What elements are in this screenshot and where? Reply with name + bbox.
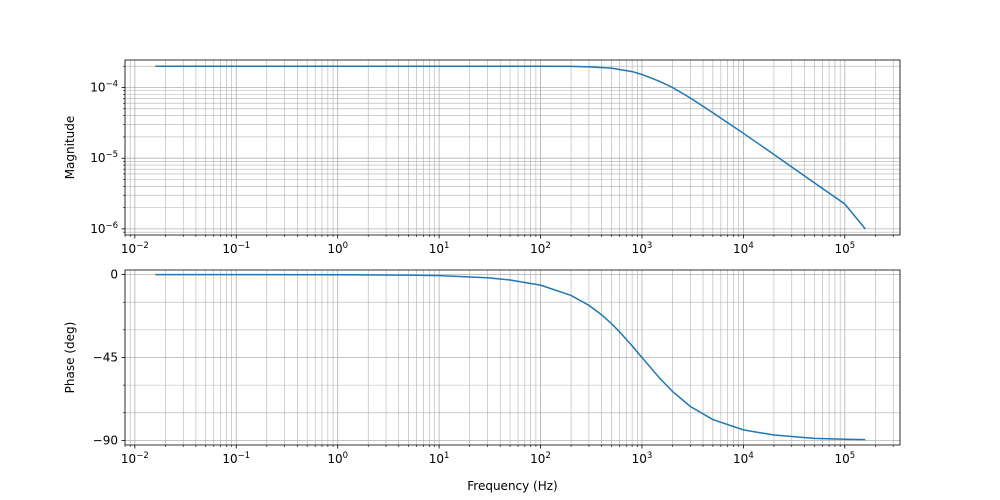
x-tick-mantissa: 10 <box>834 242 849 256</box>
x-tick-label: 100 <box>327 451 348 466</box>
y-tick-mantissa: 10 <box>90 151 105 165</box>
x-tick-mantissa: 10 <box>121 242 136 256</box>
x-tick-exponent: −2 <box>136 241 149 251</box>
magnitude-series-line <box>155 65 866 230</box>
phase-series-line <box>155 273 866 441</box>
y-tick-exponent: −6 <box>105 221 118 231</box>
magnitude-panel: 10−2 10−1 100 101 102 103 104 10510−610−510−4Ma… <box>63 59 901 256</box>
y-tick-exponent: −5 <box>105 150 118 160</box>
y-tick-labels: 10−610−510−4 <box>90 80 118 236</box>
y-tick-mantissa: 10 <box>90 81 105 95</box>
x-tick-labels: 10−2 10−1 100 101 102 103 104 105 <box>121 451 855 466</box>
x-tick-mantissa: 10 <box>429 242 444 256</box>
y-tick-label: −45 <box>93 351 118 365</box>
y-tick-exponent: −4 <box>105 80 118 90</box>
x-tick-label: 104 <box>733 241 754 256</box>
y-axis-label: Magnitude <box>63 116 77 180</box>
x-tick-exponent: 2 <box>545 451 550 461</box>
grid-lines <box>124 270 900 445</box>
x-tick-exponent: 3 <box>647 451 652 461</box>
y-tick-label: 10−6 <box>90 221 118 236</box>
grid-lines <box>124 60 900 235</box>
x-tick-exponent: 0 <box>343 451 348 461</box>
x-tick-exponent: 2 <box>545 241 550 251</box>
x-tick-exponent: −2 <box>136 451 149 461</box>
x-tick-mantissa: 10 <box>222 452 237 466</box>
y-axis-label: Phase (deg) <box>63 322 77 394</box>
x-tick-exponent: 5 <box>850 451 855 461</box>
x-tick-mantissa: 10 <box>632 452 647 466</box>
x-tick-label: 101 <box>429 451 450 466</box>
x-tick-label: 10−2 <box>121 451 149 466</box>
x-tick-label: 101 <box>429 241 450 256</box>
x-tick-mantissa: 10 <box>327 242 342 256</box>
x-axis-label: Frequency (Hz) <box>467 479 558 493</box>
x-tick-exponent: −1 <box>238 241 251 251</box>
x-tick-mantissa: 10 <box>327 452 342 466</box>
x-tick-label: 102 <box>530 241 551 256</box>
x-tick-mantissa: 10 <box>733 452 748 466</box>
x-tick-label: 103 <box>632 451 653 466</box>
x-tick-labels: 10−2 10−1 100 101 102 103 104 105 <box>121 241 855 256</box>
x-tick-label: 10−1 <box>222 451 250 466</box>
x-tick-mantissa: 10 <box>733 242 748 256</box>
axes-frame <box>124 59 901 236</box>
x-tick-label: 10−2 <box>121 241 149 256</box>
x-tick-mantissa: 10 <box>530 242 545 256</box>
x-tick-exponent: 4 <box>748 241 753 251</box>
x-tick-mantissa: 10 <box>632 242 647 256</box>
x-tick-label: 105 <box>834 241 855 256</box>
x-tick-exponent: 5 <box>850 241 855 251</box>
y-tick-label: −90 <box>93 433 118 447</box>
x-tick-mantissa: 10 <box>834 452 849 466</box>
x-tick-mantissa: 10 <box>121 452 136 466</box>
y-tick-labels: −90 −45 0 <box>93 268 118 448</box>
x-tick-mantissa: 10 <box>530 452 545 466</box>
y-tick-label: 10−4 <box>90 80 118 95</box>
x-tick-label: 102 <box>530 451 551 466</box>
x-tick-exponent: −1 <box>238 451 251 461</box>
x-tick-mantissa: 10 <box>429 452 444 466</box>
x-tick-label: 100 <box>327 241 348 256</box>
x-tick-label: 10−1 <box>222 241 250 256</box>
x-tick-mantissa: 10 <box>222 242 237 256</box>
x-tick-exponent: 1 <box>444 241 449 251</box>
x-tick-label: 105 <box>834 451 855 466</box>
x-tick-label: 104 <box>733 451 754 466</box>
y-tick-label: 10−5 <box>90 150 118 165</box>
y-tick-label: 0 <box>110 268 118 282</box>
x-tick-exponent: 4 <box>748 451 753 461</box>
x-tick-exponent: 1 <box>444 451 449 461</box>
x-tick-exponent: 3 <box>647 241 652 251</box>
y-tick-mantissa: 10 <box>90 222 105 236</box>
x-tick-exponent: 0 <box>343 241 348 251</box>
x-tick-label: 103 <box>632 241 653 256</box>
axes-frame <box>124 269 901 446</box>
